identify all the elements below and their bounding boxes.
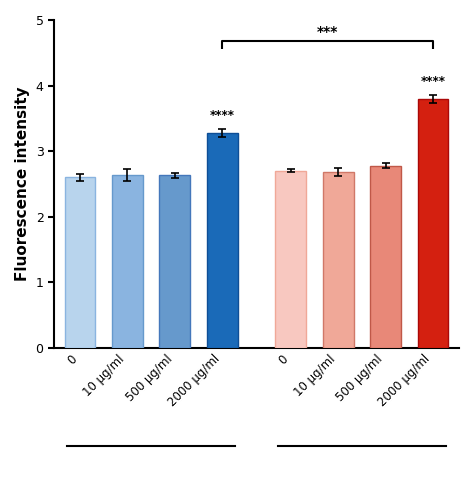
Bar [418,99,448,348]
Bar [159,175,190,348]
Bar [207,133,237,348]
Bar [64,177,95,348]
Text: ****: **** [420,75,446,88]
Bar [275,171,306,348]
Bar [112,175,143,348]
Text: ****: **** [210,109,235,122]
Bar [370,166,401,348]
Text: ***: *** [317,25,338,39]
Y-axis label: Fluorescence intensity: Fluorescence intensity [15,86,30,281]
Bar [323,172,354,348]
